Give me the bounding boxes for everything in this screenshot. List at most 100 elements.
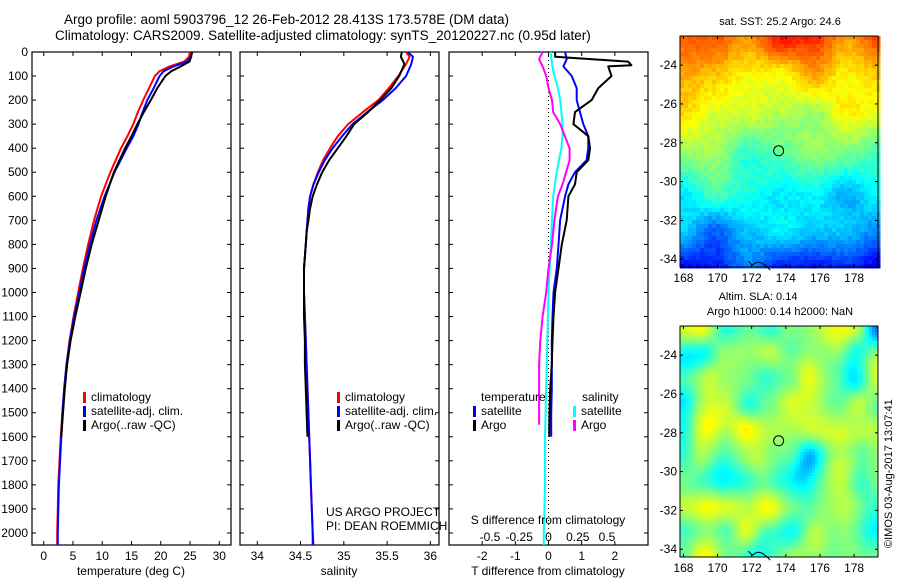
map-cell <box>808 68 813 73</box>
map-cell <box>710 338 714 342</box>
map-cell <box>788 335 792 339</box>
map-cell <box>860 152 865 157</box>
map-cell <box>704 148 709 153</box>
map-cell <box>812 64 817 69</box>
map-cell <box>725 350 729 354</box>
map-cell <box>816 136 821 141</box>
map-cell <box>856 124 861 129</box>
map-cell <box>746 380 750 384</box>
map-cell <box>708 44 713 49</box>
map-cell <box>821 386 825 390</box>
map-cell <box>824 160 829 165</box>
map-cell <box>784 212 789 217</box>
map-cell <box>768 200 773 205</box>
map-cell <box>732 68 737 73</box>
map-cell <box>792 264 797 269</box>
map-cell <box>688 264 693 269</box>
map-cell <box>875 371 879 375</box>
map-cell <box>872 365 876 369</box>
map-cell <box>752 380 756 384</box>
map-cell <box>704 260 709 265</box>
map-cell <box>740 356 744 360</box>
map-cell <box>696 80 701 85</box>
map-cell <box>864 116 869 121</box>
map-cell <box>713 377 717 381</box>
map-cell <box>756 172 761 177</box>
map-cell <box>700 168 705 173</box>
map-cell <box>720 172 725 177</box>
map-cell <box>752 344 756 348</box>
map-cell <box>680 377 684 381</box>
map-cell <box>744 96 749 101</box>
map-cell <box>773 401 777 405</box>
map-cell <box>852 200 857 205</box>
map-cell <box>732 100 737 105</box>
legend-label: climatology <box>345 390 405 404</box>
map-cell <box>779 341 783 345</box>
map-cell <box>708 120 713 125</box>
map-cell <box>724 56 729 61</box>
map-cell <box>833 356 837 360</box>
map-cell <box>708 192 713 197</box>
y-tick-label: 0 <box>21 45 28 59</box>
map-cell <box>794 374 798 378</box>
map-cell <box>797 386 801 390</box>
map-cell <box>731 380 735 384</box>
map-cell <box>860 156 865 161</box>
map-cell <box>800 389 804 393</box>
map-cell <box>695 326 699 330</box>
map-cell <box>696 60 701 65</box>
map-cell <box>692 84 697 89</box>
map-cell <box>824 124 829 129</box>
map-cell <box>782 383 786 387</box>
map-cell <box>806 326 810 330</box>
map-cell <box>782 338 786 342</box>
map-cell <box>688 152 693 157</box>
map-cell <box>748 48 753 53</box>
map-cell <box>684 224 689 229</box>
map-cell <box>845 395 849 399</box>
map-cell <box>768 120 773 125</box>
map-cell <box>732 156 737 161</box>
map-cell <box>708 104 713 109</box>
map-cell <box>772 204 777 209</box>
map-cell <box>684 76 689 81</box>
map-cell <box>852 148 857 153</box>
map-cell <box>736 232 741 237</box>
map-cell <box>756 132 761 137</box>
map-cell <box>744 116 749 121</box>
map-cell <box>728 386 732 390</box>
map-cell <box>818 371 822 375</box>
map-cell <box>842 344 846 348</box>
map-cell <box>725 392 729 396</box>
map-cell <box>788 404 792 408</box>
map-cell <box>701 386 705 390</box>
map-cell <box>820 80 825 85</box>
map-cell <box>832 68 837 73</box>
map-cell <box>722 374 726 378</box>
map-cell <box>768 196 773 201</box>
map-cell <box>755 365 759 369</box>
map-cell <box>776 401 780 405</box>
map-cell <box>806 386 810 390</box>
map-cell <box>776 220 781 225</box>
map-cell <box>708 200 713 205</box>
lat-tick-label: -28 <box>660 136 678 150</box>
map-cell <box>839 368 843 372</box>
map-cell <box>764 148 769 153</box>
map-cell <box>749 368 753 372</box>
map-cell <box>845 329 849 333</box>
map-cell <box>780 80 785 85</box>
map-cell <box>680 116 685 121</box>
map-cell <box>856 144 861 149</box>
map-cell <box>724 188 729 193</box>
map-cell <box>740 108 745 113</box>
map-cell <box>803 359 807 363</box>
map-cell <box>785 374 789 378</box>
map-cell <box>869 350 873 354</box>
map-cell <box>797 374 801 378</box>
map-cell <box>788 40 793 45</box>
map-cell <box>812 404 816 408</box>
map-cell <box>818 341 822 345</box>
map-cell <box>680 244 685 249</box>
